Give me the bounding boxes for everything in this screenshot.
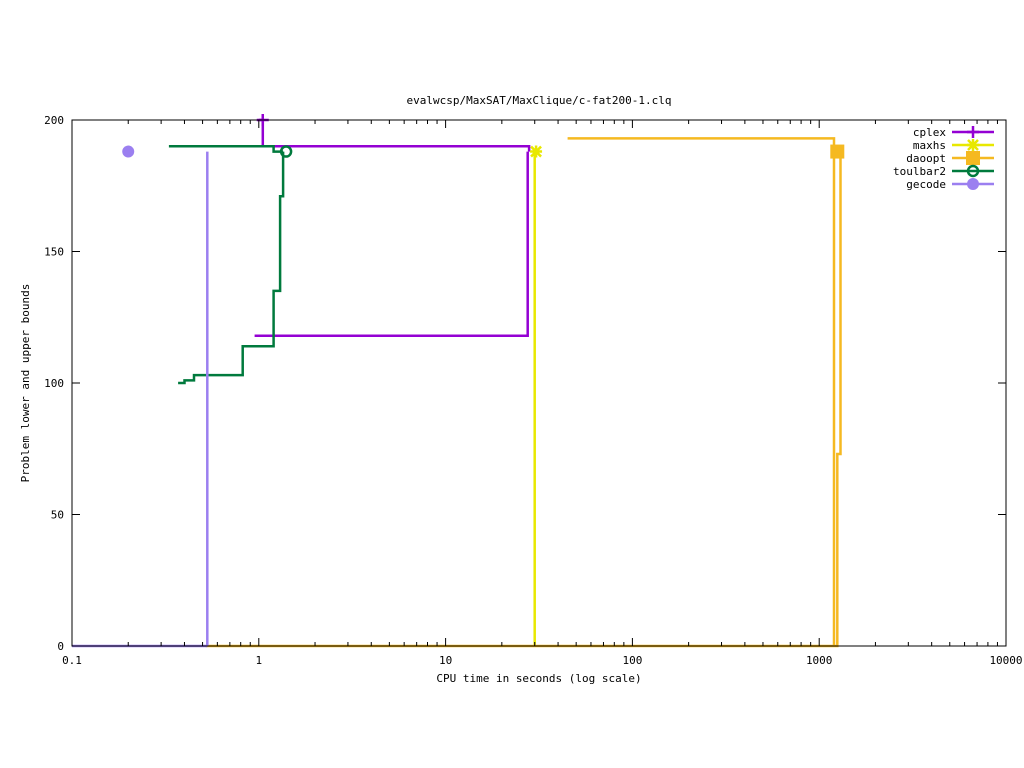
cplex-lower-bound-line xyxy=(254,151,529,337)
legend-swatch-marker xyxy=(967,126,979,138)
legend-entry-daoopt: daoopt xyxy=(906,151,994,165)
series-layer xyxy=(72,114,845,648)
x-tick-label: 1 xyxy=(255,654,262,667)
y-tick-label: 200 xyxy=(44,114,64,127)
y-tick-label: 100 xyxy=(44,377,64,390)
daoopt-lower-bound-line xyxy=(205,151,842,648)
y-tick-label: 0 xyxy=(57,640,64,653)
gecode-point-marker xyxy=(122,145,135,158)
series-toulbar2 xyxy=(168,145,293,385)
toulbar2-lower-bound-line xyxy=(178,151,285,385)
daoopt-upper-bound-line xyxy=(567,137,836,646)
cplex-upper-bound-line xyxy=(258,118,531,152)
daoopt-point-marker xyxy=(830,144,845,159)
chart-title: evalwcsp/MaxSAT/MaxClique/c-fat200-1.clq xyxy=(407,94,672,107)
legend-swatch-marker xyxy=(967,178,979,190)
x-tick-label: 10000 xyxy=(989,654,1022,667)
axes-layer: 0 50 100 150 200 0.1 1 10 100 1000 10000 xyxy=(44,114,1022,667)
x-axis-label: CPU time in seconds (log scale) xyxy=(436,672,641,685)
y-tick-label: 150 xyxy=(44,246,64,259)
legend-entry-cplex: cplex xyxy=(913,126,994,139)
legend-entry-gecode: gecode xyxy=(906,178,994,191)
legend-label: toulbar2 xyxy=(893,165,946,178)
legend-swatch-marker xyxy=(966,164,980,178)
plot-frame xyxy=(71,119,1007,647)
legend-swatch-marker xyxy=(967,139,979,151)
maxhs-point-marker xyxy=(530,145,543,158)
series-cplex xyxy=(254,114,531,337)
y-axis-label: Problem lower and upper bounds xyxy=(19,284,32,483)
legend-label: cplex xyxy=(913,126,946,139)
legend-label: maxhs xyxy=(913,139,946,152)
x-tick-label: 100 xyxy=(622,654,642,667)
x-tick-label: 1000 xyxy=(806,654,833,667)
x-tick-label: 0.1 xyxy=(62,654,82,667)
legend-label: daoopt xyxy=(906,152,946,165)
series-gecode xyxy=(72,145,209,648)
series-daoopt xyxy=(205,137,845,648)
legend-entry-maxhs: maxhs xyxy=(913,139,994,152)
legend-swatch-marker xyxy=(966,151,980,165)
toulbar2-upper-bound-line xyxy=(168,145,284,153)
legend-entry-toulbar2: toulbar2 xyxy=(893,164,994,178)
toulbar2-point-marker xyxy=(279,145,293,158)
x-tick-label: 10 xyxy=(439,654,452,667)
series-maxhs xyxy=(530,145,543,646)
legend-label: gecode xyxy=(906,178,946,191)
y-tick-label: 50 xyxy=(51,509,64,522)
